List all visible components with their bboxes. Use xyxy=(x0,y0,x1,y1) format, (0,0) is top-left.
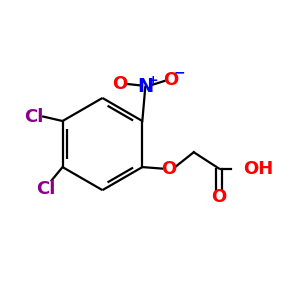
Text: −: − xyxy=(174,66,185,80)
Text: O: O xyxy=(112,75,128,93)
Text: Cl: Cl xyxy=(37,180,56,198)
Text: O: O xyxy=(212,188,227,206)
Text: Cl: Cl xyxy=(25,108,44,126)
Text: O: O xyxy=(161,160,176,178)
Text: O: O xyxy=(163,71,178,89)
Text: N: N xyxy=(137,77,153,96)
Text: OH: OH xyxy=(243,160,273,178)
Text: +: + xyxy=(147,74,158,87)
